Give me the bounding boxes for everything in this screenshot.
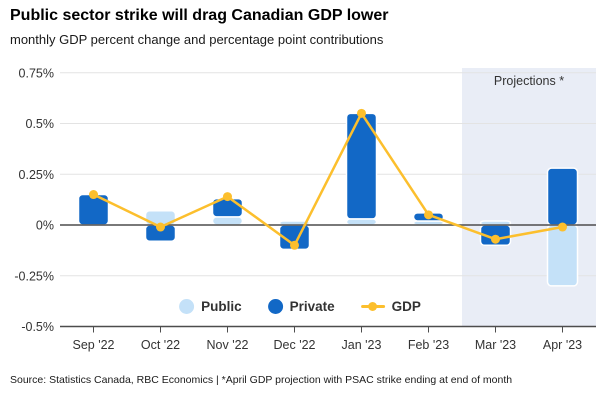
x-tick-label: Jan '23 bbox=[342, 338, 382, 352]
legend-item-public: Public bbox=[179, 299, 242, 314]
y-tick-label: 0.25% bbox=[19, 168, 54, 182]
page-title: Public sector strike will drag Canadian … bbox=[10, 7, 389, 24]
bar-segment-private bbox=[546, 167, 579, 226]
gdp-point bbox=[558, 222, 567, 232]
bar-segment-public bbox=[546, 224, 579, 287]
gdp-point bbox=[424, 210, 433, 220]
legend-label-public: Public bbox=[201, 299, 242, 314]
gdp-point bbox=[491, 234, 500, 244]
x-tick-label: Sep '22 bbox=[72, 338, 114, 352]
page-subtitle: monthly GDP percent change and percentag… bbox=[10, 32, 384, 47]
x-tick-label: Mar '23 bbox=[475, 338, 516, 352]
gdp-point bbox=[89, 190, 98, 200]
public-swatch-icon bbox=[179, 299, 195, 314]
gdp-point bbox=[156, 222, 165, 232]
x-tick-label: Dec '22 bbox=[274, 338, 316, 352]
gdp-line-swatch-icon bbox=[360, 299, 385, 314]
legend-item-private: Private bbox=[267, 299, 335, 314]
y-tick-label: -0.5% bbox=[21, 320, 54, 334]
bar-segment-public bbox=[211, 216, 244, 226]
gdp-point bbox=[223, 192, 232, 202]
x-tick-label: Apr '23 bbox=[543, 338, 582, 352]
x-tick-label: Feb '23 bbox=[408, 338, 449, 352]
gdp-line bbox=[92, 112, 563, 247]
y-tick-label: 0% bbox=[36, 219, 54, 233]
bar-segment-public bbox=[345, 218, 378, 226]
source-note: Source: Statistics Canada, RBC Economics… bbox=[10, 374, 513, 386]
gdp-point bbox=[357, 108, 366, 118]
gdp-swatch-dot bbox=[368, 302, 378, 311]
legend-label-private: Private bbox=[289, 299, 335, 314]
y-tick-label: 0.5% bbox=[26, 117, 55, 131]
x-tick-label: Nov '22 bbox=[207, 338, 249, 352]
legend-label-gdp: GDP bbox=[391, 299, 421, 314]
chart-legend: Public Private GDP bbox=[179, 299, 421, 314]
projections-label: Projections * bbox=[493, 74, 565, 88]
legend-item-gdp: GDP bbox=[360, 299, 421, 314]
y-tick-label: -0.25% bbox=[14, 269, 54, 283]
private-swatch-icon bbox=[267, 299, 283, 314]
y-tick-label: 0.75% bbox=[19, 66, 54, 80]
gdp-point bbox=[290, 240, 299, 250]
x-tick-label: Oct '22 bbox=[141, 338, 180, 352]
